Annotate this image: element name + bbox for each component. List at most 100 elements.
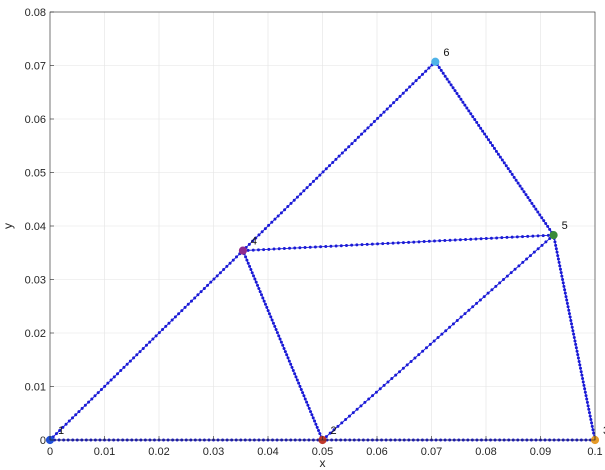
edge-sample-point (67, 419, 71, 423)
edge-sample-point (334, 157, 338, 161)
edge-sample-point (517, 264, 521, 268)
edge-sample-point (374, 390, 378, 394)
edge-sample-point (506, 167, 510, 171)
edge-sample-point (386, 241, 390, 245)
node-1-label: 1 (58, 425, 64, 437)
x-tick-label: 0.06 (366, 446, 387, 458)
edge-sample-point (249, 268, 253, 272)
y-tick-label: 0 (40, 435, 46, 447)
edge-sample-point (369, 123, 373, 127)
edge-sample-point (445, 77, 449, 81)
edge-sample-point (536, 210, 540, 214)
edge-sample-point (469, 237, 473, 241)
edge-sample-point (396, 241, 400, 245)
edge-sample-point (518, 184, 522, 188)
edge-sample-point (490, 288, 494, 292)
edge-sample-point (576, 356, 580, 360)
edge-sample-point (515, 235, 519, 239)
edge-sample-point (297, 381, 301, 385)
edge-sample-point (283, 350, 287, 354)
edge-sample-point (514, 178, 518, 182)
edge-sample-point (372, 120, 376, 124)
edge-sample-point (577, 359, 581, 363)
edge-sample-point (265, 305, 269, 309)
edge-sample-point (245, 258, 249, 262)
edge-sample-point (407, 240, 411, 244)
edge-sample-point (340, 421, 344, 425)
y-tick-label: 0.03 (25, 275, 46, 287)
edge-sample-point (234, 255, 238, 259)
edge-sample-point (555, 250, 559, 254)
edge-sample-point (557, 260, 561, 264)
edge-sample-point (502, 161, 506, 165)
edge-sample-point (314, 422, 318, 426)
edge-sample-point (371, 394, 375, 398)
edge-sample-point (398, 94, 402, 98)
edge-sample-point (263, 302, 267, 306)
edge-sample-point (457, 94, 461, 98)
edge-sample-point (411, 82, 415, 86)
edge-sample-point (260, 230, 264, 234)
edge-sample-point (451, 322, 455, 326)
edge-sample-point (157, 331, 161, 335)
edge-sample-point (540, 243, 544, 247)
edge-sample-point (295, 195, 299, 199)
x-tick-label: 0.09 (530, 446, 551, 458)
edge-sample-point (441, 71, 445, 75)
edge-sample-point (135, 353, 139, 357)
edge-sample-point (490, 144, 494, 148)
edge-sample-point (572, 336, 576, 340)
edge-sample-point (482, 295, 486, 299)
edge-sample-point (122, 365, 126, 369)
edge-sample-point (448, 325, 452, 329)
edge-sample-point (386, 380, 390, 384)
edge-sample-point (269, 315, 273, 319)
edge-sample-point (582, 383, 586, 387)
edge-sample-point (212, 277, 216, 281)
edge-sample-point (541, 234, 545, 238)
edge-sample-point (305, 186, 309, 190)
edge-sample-point (485, 135, 489, 139)
edge-sample-point (173, 315, 177, 319)
edge-sample-point (272, 247, 276, 251)
edge-sample-point (479, 126, 483, 130)
edge-sample-point (161, 328, 165, 332)
edge-sample-point (287, 359, 291, 363)
edge-sample-point (522, 190, 526, 194)
edge-sample-point (471, 115, 475, 119)
edge-sample-point (587, 411, 591, 415)
node-4-marker (238, 246, 248, 255)
y-tick-label: 0.01 (25, 382, 46, 394)
edge-sample-point (308, 183, 312, 187)
node-6-label: 6 (443, 47, 449, 59)
edge-sample-point (359, 404, 363, 408)
edge-sample-point (471, 305, 475, 309)
edge-sample-point (54, 432, 58, 436)
edge-sample-point (199, 290, 203, 294)
x-tick-label: 0.08 (475, 446, 496, 458)
edge-sample-point (222, 268, 226, 272)
edge-sample-point (486, 291, 490, 295)
edge-sample-point (572, 332, 576, 336)
edge-sample-point (116, 372, 120, 376)
edge-sample-point (385, 107, 389, 111)
edge-sample-point (258, 290, 262, 294)
node-5-label: 5 (562, 220, 568, 232)
edge-sample-point (307, 406, 311, 410)
edge-sample-point (487, 138, 491, 142)
edge-sample-point (525, 257, 529, 261)
edge-sample-point (585, 400, 589, 404)
edge-sample-point (391, 241, 395, 245)
edge-sample-point (473, 118, 477, 122)
edge-sample-point (329, 244, 333, 248)
edge-sample-point (266, 309, 270, 313)
edge-sample-point (254, 236, 258, 240)
edge-sample-point (106, 381, 110, 385)
edge-sample-point (246, 248, 250, 252)
edge-sample-point (288, 246, 292, 250)
edge-sample-point (392, 101, 396, 105)
edge-sample-point (247, 242, 251, 246)
edge-sample-point (170, 318, 174, 322)
edge-sample-point (548, 227, 552, 231)
